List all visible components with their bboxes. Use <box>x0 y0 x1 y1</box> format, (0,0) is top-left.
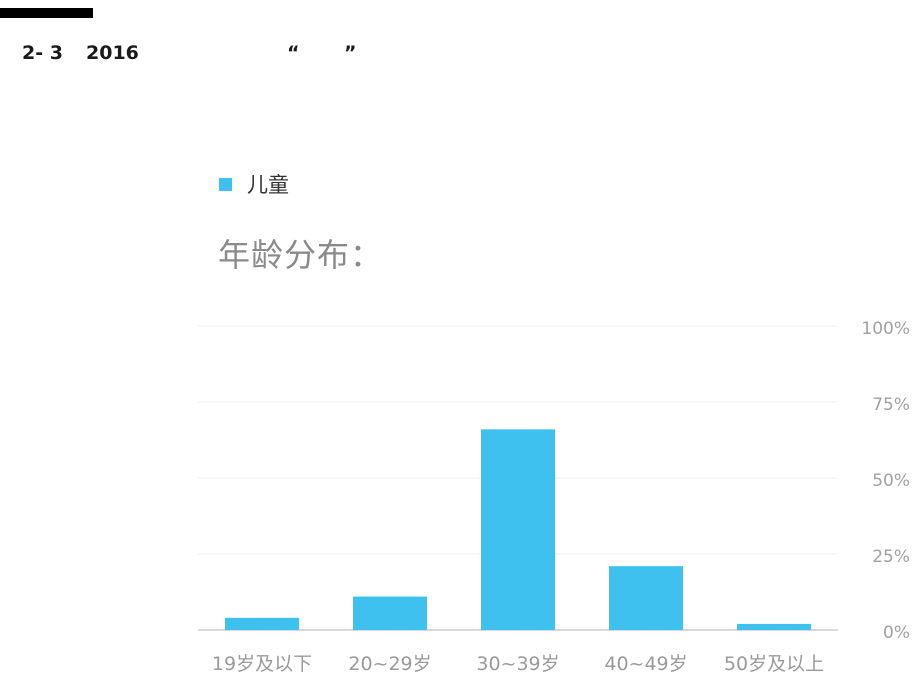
legend-swatch <box>219 178 232 191</box>
y-tick-label: 0% <box>883 623 910 643</box>
header-bar <box>0 8 93 18</box>
x-tick-label: 30~39岁 <box>476 653 559 675</box>
bar <box>353 596 427 630</box>
x-tick-label: 19岁及以下 <box>212 653 312 675</box>
y-tick-label: 25% <box>872 547 910 567</box>
open-quote: “ <box>287 42 300 64</box>
chart-title: 年龄分布： <box>218 236 384 274</box>
figure-number: 2- 3 <box>22 42 63 64</box>
close-quote: ” <box>344 42 357 64</box>
figure-year: 2016 <box>86 42 139 64</box>
legend-label: 儿童 <box>247 173 289 197</box>
y-tick-label: 75% <box>872 395 910 415</box>
y-tick-label: 50% <box>872 471 910 491</box>
bar <box>225 617 299 630</box>
y-tick-label: 100% <box>861 319 910 339</box>
x-tick-label: 20~29岁 <box>348 653 431 675</box>
x-tick-label: 40~49岁 <box>604 653 687 675</box>
bar <box>609 566 683 630</box>
bar <box>737 623 811 630</box>
x-tick-label: 50岁及以上 <box>724 653 824 675</box>
bar <box>481 429 555 630</box>
